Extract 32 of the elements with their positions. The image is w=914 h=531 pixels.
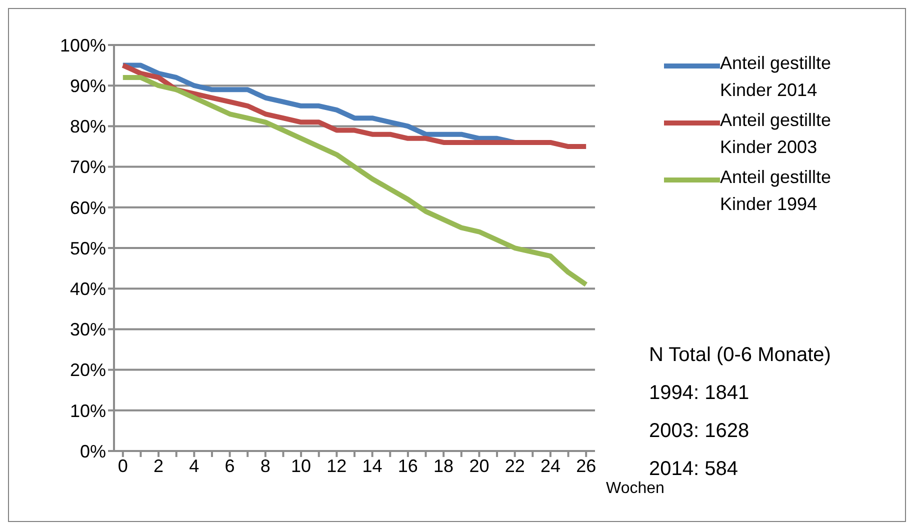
x-tick-label: 18: [434, 456, 454, 476]
x-tick-label: 20: [469, 456, 490, 476]
x-tick-label: 12: [326, 456, 347, 476]
text: 1994: 1841: [649, 381, 750, 406]
x-tick-label: 2: [154, 456, 164, 476]
x-tick-label: 10: [291, 456, 312, 476]
y-tick-label: 80%: [70, 116, 106, 137]
text: 2003: 1628: [649, 419, 750, 444]
legend-label: Anteil gestillte Kinder 2014: [720, 52, 832, 102]
x-tick-label: 8: [260, 456, 270, 476]
x-tick-label: 14: [362, 456, 382, 476]
y-tick-label: 70%: [70, 157, 106, 178]
x-tick-label: 0: [118, 456, 128, 476]
y-tick-label: 50%: [70, 238, 106, 258]
text: N Total (0-6 Monate): [649, 343, 831, 368]
x-tick-label: 24: [540, 456, 560, 476]
y-tick-label: 40%: [70, 278, 106, 299]
y-tick-label: 60%: [70, 198, 106, 218]
x-tick-label: 26: [576, 456, 596, 476]
x-tick-label: 22: [504, 456, 525, 476]
y-tick-label: 100%: [60, 35, 106, 56]
y-tick-label: 0%: [80, 441, 106, 462]
x-tick-label: 6: [224, 456, 235, 476]
y-tick-label: 20%: [70, 360, 106, 380]
legend-label: Anteil gestillte Kinder 1994: [720, 166, 832, 216]
x-tick-label: 16: [398, 456, 418, 476]
x-tick-label: 4: [189, 456, 200, 476]
legend-label: Anteil gestillte Kinder 2003: [720, 109, 832, 159]
y-tick-label: 30%: [70, 320, 106, 340]
y-tick-label: 90%: [70, 76, 106, 96]
y-tick-label: 10%: [70, 400, 106, 421]
x-axis-title: Wochen: [606, 480, 664, 498]
